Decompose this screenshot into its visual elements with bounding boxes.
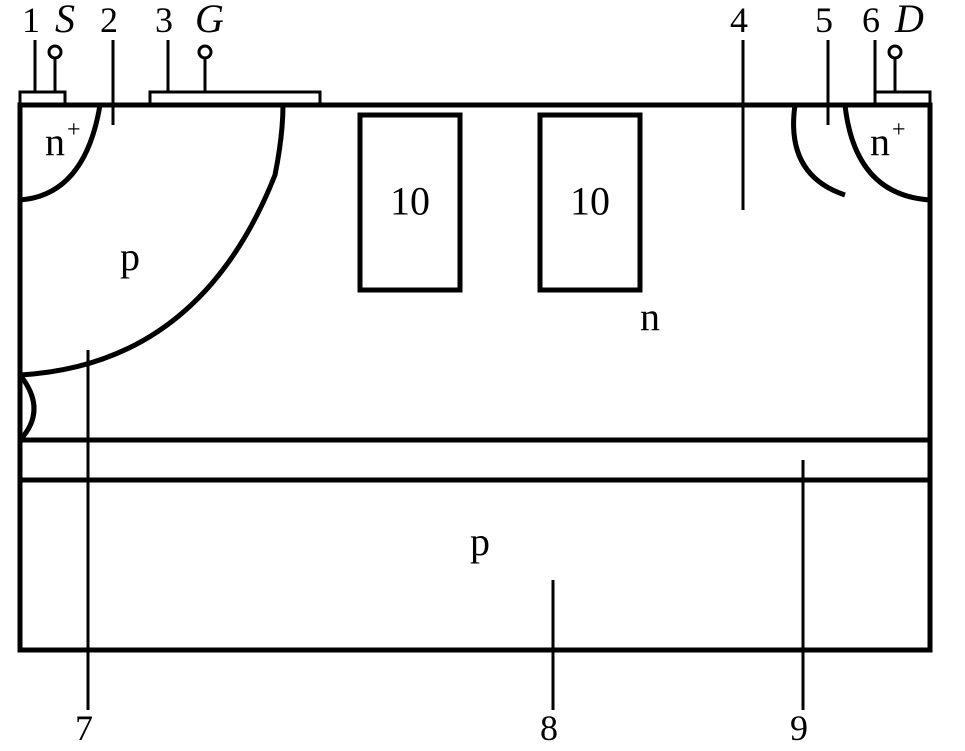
ref-number-7: 7 [75, 708, 93, 748]
ref-number-5: 5 [815, 0, 833, 40]
drain-nwell-junction [794, 105, 845, 195]
ref-number-4: 4 [730, 0, 748, 40]
region-label-source-nplus: n+ [45, 117, 81, 164]
terminal-pin-g [199, 46, 211, 58]
terminal-pin-s [49, 46, 61, 58]
svg-text:n: n [45, 119, 65, 164]
ref-number-2: 2 [100, 0, 118, 40]
device-outline [20, 105, 930, 650]
ref-number-9: 9 [790, 708, 808, 748]
ref-number-6: 6 [862, 0, 880, 40]
svg-text:p: p [470, 519, 490, 564]
ref-number-8: 8 [540, 708, 558, 748]
svg-text:+: + [67, 117, 81, 143]
svg-text:n: n [640, 294, 660, 339]
region-label-ndrift: n [640, 294, 660, 339]
terminal-label-g: G [195, 0, 224, 41]
terminal-pin-d [889, 46, 901, 58]
region-label-psub: p [470, 519, 490, 564]
svg-text:+: + [892, 117, 906, 143]
region-label-pwell: p [120, 234, 140, 279]
terminal-label-s: S [55, 0, 75, 41]
svg-text:p: p [120, 234, 140, 279]
svg-text:n: n [870, 119, 890, 164]
trench-label-2: 10 [570, 179, 610, 224]
region-label-drain-nplus: n+ [870, 117, 906, 164]
trench-label-1: 10 [390, 179, 430, 224]
terminal-label-d: D [894, 0, 924, 41]
ref-number-1: 1 [22, 0, 40, 40]
ref-number-3: 3 [155, 0, 173, 40]
